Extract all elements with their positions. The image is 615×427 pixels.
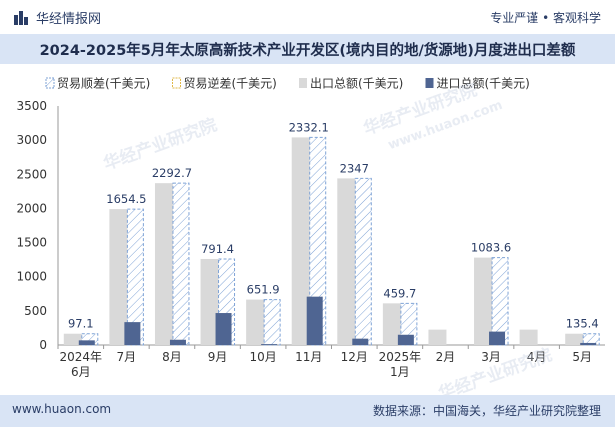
data-label: 97.1: [68, 317, 94, 331]
legend-label-3: 进口总额(千美元): [437, 77, 530, 91]
export-bar: [428, 329, 447, 345]
y-tick-label: 2500: [16, 167, 47, 181]
data-label: 2292.7: [152, 166, 192, 180]
data-source: 数据来源：中国海关，华经产业研究院整理: [372, 404, 601, 418]
y-tick-label: 500: [24, 304, 47, 318]
surplus-bar: [354, 177, 372, 346]
surplus-bar: [126, 208, 144, 346]
slogan: 专业严谨 • 客观科学: [490, 11, 601, 25]
export-bar: [154, 183, 173, 345]
legend-label-2: 出口总额(千美元): [310, 77, 403, 91]
y-tick-label: 1500: [16, 236, 47, 250]
export-bar: [291, 137, 310, 345]
export-bar: [382, 303, 401, 345]
legend-label-1: 贸易逆差(千美元): [184, 76, 277, 91]
y-tick-label: 0: [39, 338, 47, 352]
brand-name: 华经情报网: [36, 12, 102, 27]
export-bar: [565, 333, 584, 345]
data-label: 2347: [340, 161, 369, 175]
import-bar: [352, 338, 369, 345]
import-bar: [78, 340, 95, 345]
legend-swatch-surplus: [45, 77, 55, 89]
y-tick-label: 3500: [16, 99, 47, 113]
x-tick-label: 7月: [117, 350, 137, 364]
chart-title: 2024-2025年5月年太原高新技术产业开发区(境内目的地/货源地)月度进出口…: [39, 43, 576, 59]
x-tick-label: 8月: [162, 350, 182, 364]
x-tick-label: 3月: [481, 350, 501, 364]
footer: [0, 395, 615, 427]
x-tick-label: 10月: [249, 350, 276, 364]
export-bar: [200, 258, 219, 345]
x-tick-label: 1月: [390, 365, 410, 379]
export-bar: [109, 209, 128, 345]
data-label: 791.4: [201, 242, 234, 256]
title-bar: [0, 34, 615, 64]
export-bar: [519, 329, 538, 345]
data-label: 2332.1: [289, 120, 329, 134]
legend-label-0: 贸易顺差(千美元): [57, 77, 150, 91]
chart: 贸易顺差(千美元) 贸易逆差(千美元) 出口总额(千美元) 进口总额(千美元) 0 500…: [16, 76, 605, 379]
import-bar: [580, 342, 597, 345]
x-tick-label: 12月: [341, 350, 368, 364]
import-bar: [169, 339, 186, 345]
legend-swatch-deficit: [172, 77, 181, 89]
export-bar: [63, 333, 82, 345]
import-bar: [215, 313, 232, 345]
data-label: 459.7: [383, 286, 416, 300]
top-bar: 华经情报网 专业严谨 • 客观科学: [0, 0, 615, 34]
legend-swatch-export: [299, 78, 307, 88]
bar-logo-icon: [14, 11, 28, 25]
x-tick-label: 2024年: [60, 350, 103, 364]
x-tick-label: 6月: [71, 365, 91, 379]
data-label: 651.9: [247, 283, 280, 297]
surplus-bar: [172, 182, 190, 346]
x-tick-label: 9月: [208, 350, 228, 364]
y-tick-label: 2000: [16, 201, 47, 215]
export-bar: [474, 257, 493, 345]
x-tick-label: 11月: [295, 350, 322, 364]
data-label: 1083.6: [471, 241, 511, 255]
data-label: 1654.5: [106, 192, 146, 206]
import-bar: [124, 322, 141, 345]
export-bar: [246, 299, 265, 345]
import-bar: [261, 344, 278, 345]
import-bar: [397, 334, 414, 345]
x-tick-label: 5月: [572, 350, 592, 364]
y-tick-label: 3000: [16, 133, 47, 147]
x-tick-label: 4月: [527, 350, 547, 364]
x-tick-label: 2月: [436, 350, 456, 364]
y-tick-label: 1000: [16, 270, 47, 284]
import-bar: [489, 331, 506, 345]
data-label: 135.4: [566, 317, 599, 331]
export-bar: [337, 178, 356, 345]
import-bar: [306, 296, 323, 345]
legend-swatch-import: [425, 78, 434, 88]
surplus-bar: [263, 299, 281, 346]
footer-url[interactable]: www.huaon.com: [12, 402, 112, 416]
x-tick-label: 2025年: [379, 350, 422, 364]
